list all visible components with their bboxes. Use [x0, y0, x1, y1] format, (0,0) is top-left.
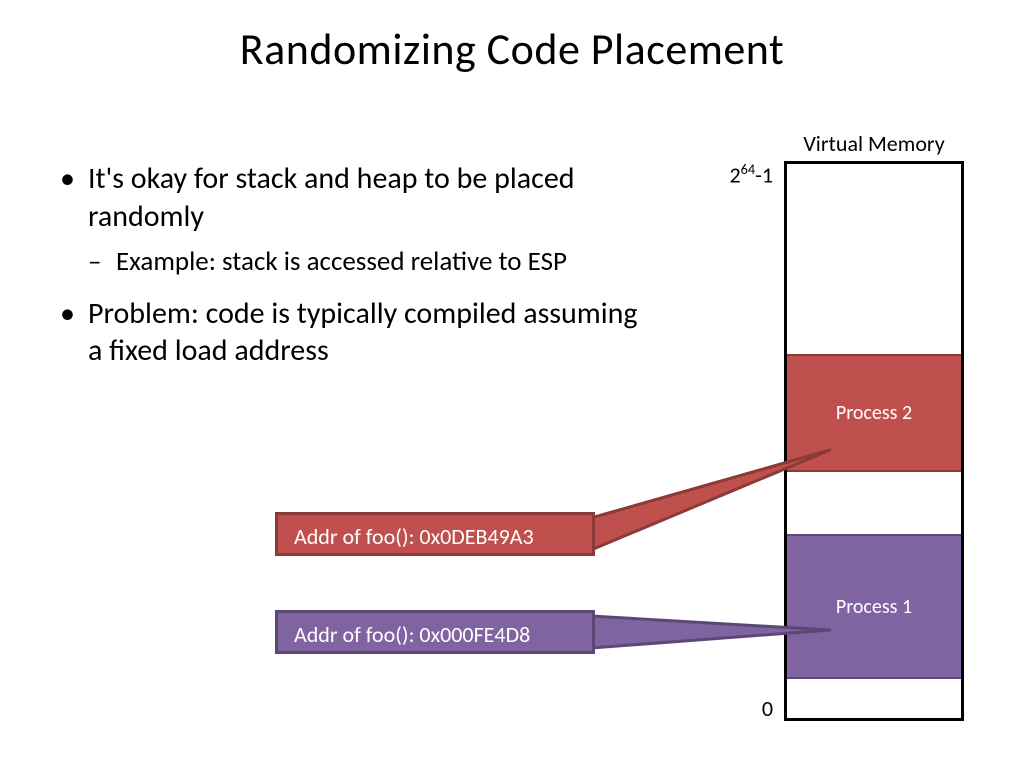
address-callout: Addr of foo(): 0x000FE4D8: [275, 610, 595, 654]
memory-bar: 264-1 0 Process 2Process 1: [784, 161, 964, 721]
address-callout: Addr of foo(): 0x0DEB49A3: [275, 512, 595, 556]
bullet-item: Problem: code is typically compiled assu…: [60, 295, 640, 370]
memory-diagram: Virtual Memory 264-1 0 Process 2Process …: [784, 130, 964, 721]
bullet-content: It's okay for stack and heap to be place…: [60, 160, 640, 386]
memory-block: Process 2: [787, 354, 961, 472]
bullet-item: It's okay for stack and heap to be place…: [60, 160, 640, 279]
memory-block: Process 1: [787, 534, 961, 679]
memory-top-label: 264-1: [729, 160, 773, 188]
memory-title: Virtual Memory: [784, 130, 964, 157]
sub-bullet-item: Example: stack is accessed relative to E…: [88, 245, 640, 279]
slide-title: Randomizing Code Placement: [0, 0, 1024, 76]
memory-bottom-label: 0: [762, 695, 773, 722]
